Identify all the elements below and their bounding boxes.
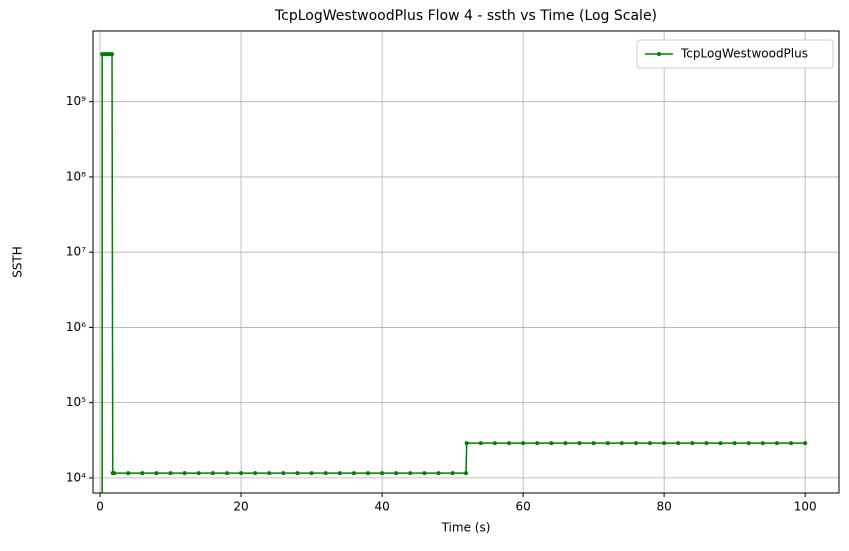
series-marker	[110, 52, 115, 57]
series-marker	[605, 441, 610, 446]
series-marker	[126, 471, 131, 476]
series-marker	[535, 441, 540, 446]
series-marker	[281, 471, 286, 476]
y-tick-label: 10⁸	[66, 169, 86, 183]
x-tick-label: 60	[515, 500, 530, 514]
series-marker	[380, 471, 385, 476]
x-tick-label: 100	[794, 500, 817, 514]
x-tick-label: 0	[96, 500, 104, 514]
series-marker	[337, 471, 342, 476]
y-tick-label: 10⁴	[66, 470, 86, 484]
series-marker	[140, 471, 145, 476]
series-marker	[648, 441, 653, 446]
y-axis-label: SSTH	[11, 246, 25, 278]
series-marker	[633, 441, 638, 446]
series-marker	[774, 441, 779, 446]
series-marker	[507, 441, 512, 446]
series-marker	[563, 441, 568, 446]
series-marker	[351, 471, 356, 476]
series-marker	[591, 441, 596, 446]
series-marker	[464, 471, 468, 476]
series-marker	[803, 441, 808, 446]
series-marker	[295, 471, 300, 476]
x-tick-label: 80	[656, 500, 671, 514]
series-marker	[619, 441, 624, 446]
series-marker	[690, 441, 695, 446]
x-tick-label: 20	[233, 500, 248, 514]
series-marker	[422, 471, 427, 476]
legend-marker	[657, 52, 661, 56]
series-marker	[450, 471, 455, 476]
series-marker	[746, 441, 751, 446]
series-marker	[789, 441, 794, 446]
series-marker	[168, 471, 173, 476]
series-marker	[154, 471, 159, 476]
series-marker	[267, 471, 272, 476]
y-tick-label: 10⁵	[66, 395, 86, 409]
series-marker	[492, 441, 497, 446]
x-axis-label: Time (s)	[441, 521, 491, 535]
chart-title: TcpLogWestwoodPlus Flow 4 - ssth vs Time…	[274, 8, 657, 24]
series-marker	[549, 441, 554, 446]
y-tick-label: 10⁶	[66, 320, 86, 334]
legend-box	[636, 39, 834, 69]
series-marker	[394, 471, 399, 476]
x-tick-label: 40	[374, 500, 389, 514]
series-marker	[436, 471, 441, 476]
series-marker	[365, 471, 370, 476]
legend-label: TcpLogWestwoodPlus	[680, 47, 808, 61]
series-marker	[253, 471, 258, 476]
series-marker	[309, 471, 314, 476]
series-marker	[323, 471, 328, 476]
y-tick-label: 10⁹	[66, 94, 86, 108]
series-marker	[464, 441, 469, 446]
series-marker	[182, 471, 187, 476]
series-marker	[760, 441, 765, 446]
plot-frame	[92, 30, 840, 494]
series-marker	[224, 471, 229, 476]
series-marker	[704, 441, 709, 446]
series-marker	[676, 441, 681, 446]
series-marker	[577, 441, 582, 446]
series-marker	[210, 471, 215, 476]
series-marker	[408, 471, 413, 476]
series-marker	[239, 471, 244, 476]
plot-area	[100, 52, 808, 493]
series-marker	[112, 471, 117, 476]
y-tick-label: 10⁷	[66, 245, 86, 259]
series-marker	[732, 441, 737, 446]
series-marker	[662, 441, 667, 446]
series-marker	[521, 441, 526, 446]
series-marker	[478, 441, 483, 446]
series-marker	[196, 471, 201, 476]
series-marker	[718, 441, 723, 446]
